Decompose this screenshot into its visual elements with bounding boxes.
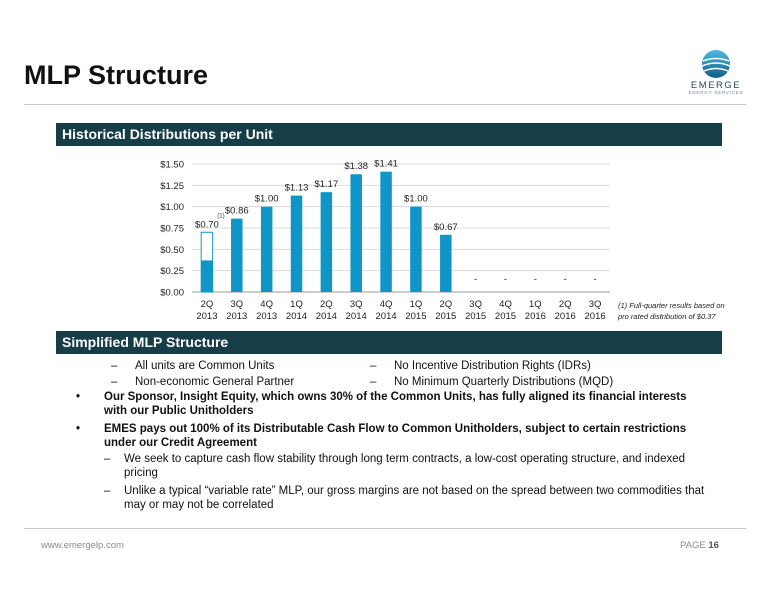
globe-icon (701, 50, 731, 78)
data-label: $0.70 (195, 219, 219, 230)
x-tick-label: 2014 (376, 311, 397, 322)
bullet-list: Our Sponsor, Insight Equity, which owns … (76, 390, 706, 516)
data-label: - (593, 274, 596, 285)
sub-bullet-item: We seek to capture cash flow stability t… (104, 452, 706, 480)
x-tick-label: 2Q (201, 299, 214, 310)
data-label: $1.38 (344, 161, 368, 172)
data-label: - (534, 274, 537, 285)
section-header-distributions: Historical Distributions per Unit (56, 123, 722, 146)
x-tick-label: 2013 (196, 311, 217, 322)
structure-item: Non-economic General Partner (111, 374, 294, 390)
footer-divider (24, 528, 746, 529)
x-tick-label: 4Q (499, 299, 512, 310)
page-label: PAGE (680, 540, 706, 551)
data-label: $1.00 (255, 194, 279, 205)
bullet-text: EMES pays out 100% of its Distributable … (104, 423, 687, 449)
x-tick-label: 2015 (405, 311, 426, 322)
page-number: PAGE 16 (680, 540, 719, 551)
data-label: $1.00 (404, 194, 428, 205)
structure-item: All units are Common Units (111, 358, 294, 374)
x-tick-label: 2014 (286, 311, 307, 322)
x-tick-label: 2013 (256, 311, 277, 322)
y-tick-label: $1.00 (160, 202, 184, 213)
x-tick-label: 1Q (410, 299, 423, 310)
x-tick-label: 2Q (439, 299, 452, 310)
x-tick-label: 2014 (346, 311, 367, 322)
x-tick-label: 2Q (320, 299, 333, 310)
bar (440, 234, 452, 292)
y-tick-label: $1.25 (160, 181, 184, 192)
data-label: $1.13 (285, 183, 309, 194)
x-tick-label: 2015 (435, 311, 456, 322)
x-tick-label: 4Q (260, 299, 273, 310)
bar (231, 218, 243, 292)
y-tick-label: $0.50 (160, 245, 184, 256)
page-number-value: 16 (708, 540, 719, 551)
x-tick-label: 4Q (380, 299, 393, 310)
footnote-marker: (1) (217, 213, 224, 219)
x-tick-label: 2Q (559, 299, 572, 310)
bar (410, 206, 422, 292)
x-tick-label: 3Q (230, 299, 243, 310)
x-tick-label: 2016 (555, 311, 576, 322)
structure-list-right: No Incentive Distribution Rights (IDRs) … (370, 358, 613, 390)
bar (380, 171, 392, 292)
structure-item: No Incentive Distribution Rights (IDRs) (370, 358, 613, 374)
data-label: $0.86 (225, 206, 249, 217)
x-tick-label: 1Q (290, 299, 303, 310)
y-tick-label: $0.25 (160, 266, 184, 277)
data-label: $1.41 (374, 159, 398, 170)
y-tick-label: $0.75 (160, 224, 184, 235)
x-tick-label: 2016 (525, 311, 546, 322)
logo-wordmark: EMERGE (690, 80, 742, 91)
x-tick-label: 2016 (585, 311, 606, 322)
chart-footnote: (1) Full-quarter results based on pro ra… (618, 301, 725, 321)
footer-url: www.emergelp.com (41, 540, 124, 551)
x-tick-label: 3Q (350, 299, 363, 310)
logo-tagline: ENERGY SERVICES (688, 90, 744, 95)
sub-bullet-item: Unlike a typical “variable rate” MLP, ou… (104, 484, 706, 512)
data-label: $0.67 (434, 222, 458, 233)
x-tick-label: 3Q (469, 299, 482, 310)
bullet-item: Our Sponsor, Insight Equity, which owns … (76, 390, 706, 418)
sub-bullet-list: We seek to capture cash flow stability t… (104, 452, 706, 512)
data-label: - (474, 274, 477, 285)
x-tick-label: 2015 (465, 311, 486, 322)
title-divider (24, 104, 746, 105)
data-label: $1.17 (314, 179, 338, 190)
x-tick-label: 2015 (495, 311, 516, 322)
bar (290, 195, 303, 292)
data-label: - (504, 274, 507, 285)
structure-list-left: All units are Common Units Non-economic … (111, 358, 294, 390)
bar (260, 206, 273, 292)
bar (201, 260, 213, 292)
company-logo: EMERGE ENERGY SERVICES (676, 48, 756, 95)
y-tick-label: $0.00 (160, 288, 184, 299)
bar (350, 174, 362, 292)
bar (320, 192, 333, 292)
structure-item: No Minimum Quarterly Distributions (MQD) (370, 374, 613, 390)
section-header-structure: Simplified MLP Structure (56, 331, 722, 354)
x-tick-label: 2013 (226, 311, 247, 322)
bullet-item: EMES pays out 100% of its Distributable … (76, 422, 706, 512)
page-title: MLP Structure (24, 60, 209, 90)
bullet-text: Our Sponsor, Insight Equity, which owns … (104, 391, 687, 417)
x-tick-label: 3Q (589, 299, 602, 310)
distributions-chart: $0.00 $0.25 $0.50 $0.75 $1.00 $1.25 $1.50 $0.70… (160, 159, 610, 322)
data-label: - (564, 274, 567, 285)
x-tick-label: 1Q (529, 299, 542, 310)
y-tick-label: $1.50 (160, 160, 184, 171)
x-tick-label: 2014 (316, 311, 337, 322)
